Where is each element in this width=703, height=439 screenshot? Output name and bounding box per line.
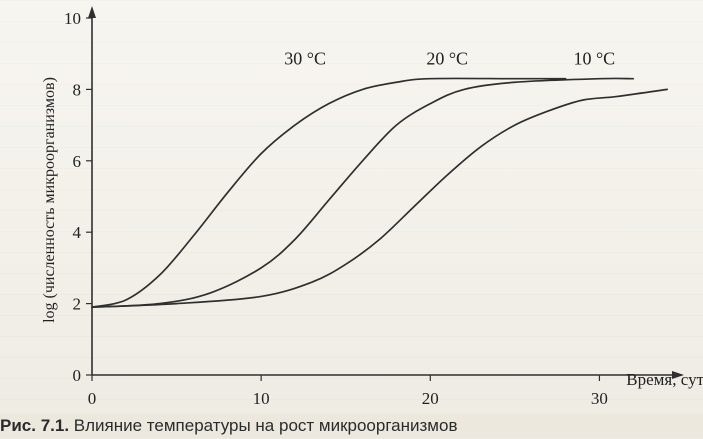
y-tick-label: 2 bbox=[73, 295, 82, 314]
caption-text: Влияние температуры на рост микроорганиз… bbox=[73, 416, 458, 435]
x-tick-label: 0 bbox=[88, 389, 97, 408]
x-tick-label: 30 bbox=[591, 389, 608, 408]
y-tick-label: 8 bbox=[73, 80, 82, 99]
x-axis-arrow bbox=[672, 371, 684, 379]
caption-label: Рис. 7.1. bbox=[0, 416, 70, 435]
y-tick-label: 10 bbox=[64, 9, 81, 28]
y-axis-label: log (численность микроорганизмов) bbox=[41, 77, 58, 323]
series-line bbox=[91, 88, 668, 309]
x-axis-label: Время, сут bbox=[626, 370, 703, 389]
figure-caption: Рис. 7.1. Влияние температуры на рост ми… bbox=[0, 414, 703, 438]
y-axis-arrow bbox=[88, 6, 96, 18]
series-label: 20 °С bbox=[426, 48, 468, 68]
series-label: 10 °С bbox=[573, 48, 615, 68]
series-label: 30 °С bbox=[284, 48, 326, 68]
series-line bbox=[91, 77, 635, 309]
y-tick-label: 0 bbox=[73, 366, 82, 385]
y-tick-label: 6 bbox=[73, 152, 82, 171]
series-line bbox=[91, 77, 567, 309]
y-tick-label: 4 bbox=[73, 223, 82, 242]
x-tick-label: 20 bbox=[422, 389, 439, 408]
x-tick-label: 10 bbox=[253, 389, 270, 408]
